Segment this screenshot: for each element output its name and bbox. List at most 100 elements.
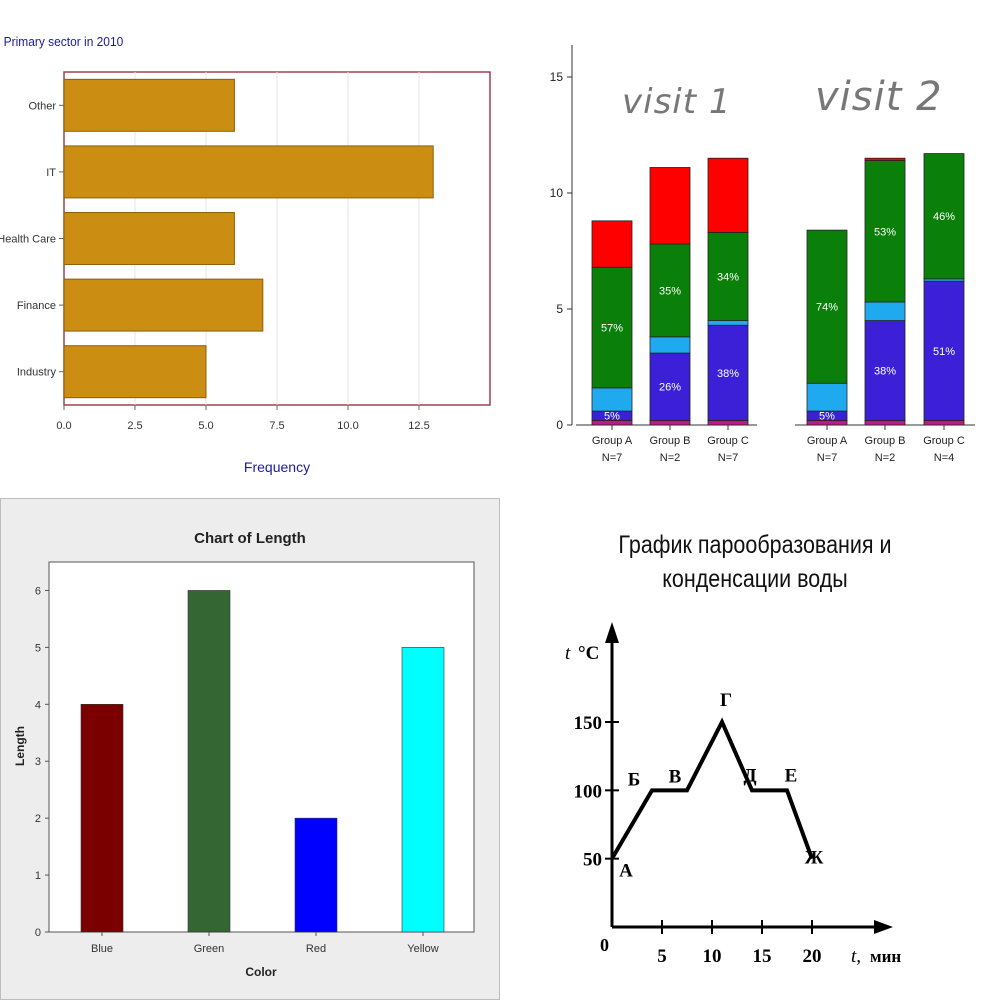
chart-of-length-frame: Chart of Length 0 1 2 3 4 5 6 Blue Green Red Yellow… (0, 498, 500, 1000)
bar-segment (923, 153, 965, 280)
bar (294, 817, 338, 933)
y-axis-var: t (565, 643, 571, 664)
chart-title: Primary sector in 2010 (4, 35, 124, 50)
group-n-label: N=2 (875, 452, 896, 464)
y-tick-label: 15 (550, 70, 564, 84)
bar (63, 345, 207, 399)
vaporization-chart: График парообразования и конденсации вод… (510, 498, 1000, 1000)
segment-label: 38% (874, 365, 896, 377)
group-label: Group B (865, 435, 906, 447)
y-tick-label: 5 (556, 302, 563, 316)
visit-1-annotation: visit 1 (622, 82, 732, 122)
y-axis-arrow (605, 622, 619, 643)
y-tick-label: 0 (556, 418, 563, 432)
bar-segment (923, 419, 965, 426)
x-tick-label: 15 (753, 946, 772, 967)
bar-segment (806, 382, 848, 412)
bar-segment (923, 280, 965, 421)
bar-segment (707, 157, 749, 233)
chart-of-length-panel: Chart of Length 0 1 2 3 4 5 6 Blue Green Red Yellow… (0, 498, 500, 1000)
y-axis-label: Length (13, 726, 27, 766)
vaporization-svg: 0 5 10 15 20 50 100 150 t °C t, мин А Б В Г Д Е Ж (565, 622, 901, 967)
x-tick-label: 10.0 (337, 420, 358, 432)
segment-label: 51% (933, 346, 955, 358)
segment-label: 74% (816, 302, 838, 314)
chart-of-length-svg: Chart of Length 0 1 2 3 4 5 6 Blue Green Red Yellow… (13, 530, 475, 979)
segment-label: 5% (819, 411, 835, 423)
visits-stacked-chart: 0 5 10 15 visit 1 visit 2 5% 57% Group A N=7 26% 35… (510, 0, 1000, 490)
bar-segment (591, 220, 633, 268)
group-label: Group C (707, 435, 749, 447)
visits-stacked-svg: 0 5 10 15 visit 1 visit 2 5% 57% Group A N=7 26% 35… (550, 45, 975, 464)
vaporization-title-line-1: График парообразования и (618, 531, 892, 559)
y-tick-label: 100 (574, 781, 603, 802)
primary-sector-chart: Primary sector in 2010 0.0 2.5 5.0 7.5 10.0 12… (0, 0, 500, 490)
bar-segment (864, 160, 906, 303)
bar (401, 647, 445, 933)
category-label: Finance (17, 300, 56, 312)
x-tick-label: 5.0 (198, 420, 213, 432)
bar-segment (591, 387, 633, 412)
x-tick-label: 0.0 (56, 420, 71, 432)
bar-segment (649, 419, 691, 426)
group-n-label: N=7 (718, 452, 739, 464)
category-label: Other (28, 100, 56, 112)
bar (187, 590, 231, 933)
vaporization-title: График парообразования и конденсации вод… (544, 528, 965, 596)
segment-label: 53% (874, 226, 896, 238)
y-tick-label: 3 (35, 756, 41, 768)
segment-label: 46% (933, 211, 955, 223)
segment-label: 5% (604, 411, 620, 423)
group-n-label: N=7 (817, 452, 838, 464)
y-tick-label: 10 (550, 186, 564, 200)
bar-segment (864, 320, 906, 421)
group-label: Group A (807, 435, 848, 447)
category-label: Blue (91, 943, 113, 955)
group-n-label: N=4 (934, 452, 955, 464)
category-label: Red (306, 943, 326, 955)
bar-segment (649, 167, 691, 245)
bar-segment (707, 324, 749, 421)
y-tick-label: 4 (35, 699, 41, 711)
bar (80, 704, 124, 933)
group-label: Group A (592, 435, 633, 447)
bar-segment (707, 419, 749, 426)
point-label: А (619, 861, 633, 882)
category-label: IT (46, 167, 56, 179)
bar-segment (707, 232, 749, 322)
x-axis-unit: мин (870, 947, 901, 966)
bar-segment (864, 157, 906, 161)
point-label: В (669, 766, 682, 787)
x-axis-label: Frequency (244, 459, 310, 475)
x-tick-label: 12.5 (408, 420, 429, 432)
x-tick-label: 2.5 (127, 420, 142, 432)
bar-segment (707, 320, 749, 326)
series-line (610, 717, 814, 860)
point-label: Б (628, 769, 641, 790)
chart-title: Chart of Length (194, 530, 306, 547)
primary-sector-svg: Primary sector in 2010 0.0 2.5 5.0 7.5 10.0 12… (0, 35, 491, 475)
point-label: Е (785, 765, 798, 786)
category-label: Industry (17, 367, 57, 379)
x-axis-label: Color (245, 965, 277, 979)
group-n-label: N=7 (602, 452, 623, 464)
point-label: Д (743, 765, 756, 786)
segment-label: 34% (717, 272, 739, 284)
x-tick-label: 5 (657, 946, 667, 967)
point-label: Ж (805, 848, 824, 869)
x-tick-label: 20 (803, 946, 822, 967)
point-label: Г (720, 690, 732, 711)
group-label: Group B (650, 435, 691, 447)
y-axis-unit: °C (578, 643, 599, 664)
y-tick-label: 2 (35, 813, 41, 825)
visit-2-annotation: visit 2 (815, 74, 943, 120)
segment-label: 35% (659, 285, 681, 297)
vaporization-title-line-2: конденсации воды (662, 565, 848, 593)
bar (63, 78, 235, 132)
x-tick-label: 10 (703, 946, 722, 967)
bar (63, 212, 235, 265)
y-tick-label: 1 (35, 870, 41, 882)
bar-segment (649, 336, 691, 354)
x-axis-arrow (874, 920, 893, 934)
y-tick-label: 50 (583, 850, 602, 871)
